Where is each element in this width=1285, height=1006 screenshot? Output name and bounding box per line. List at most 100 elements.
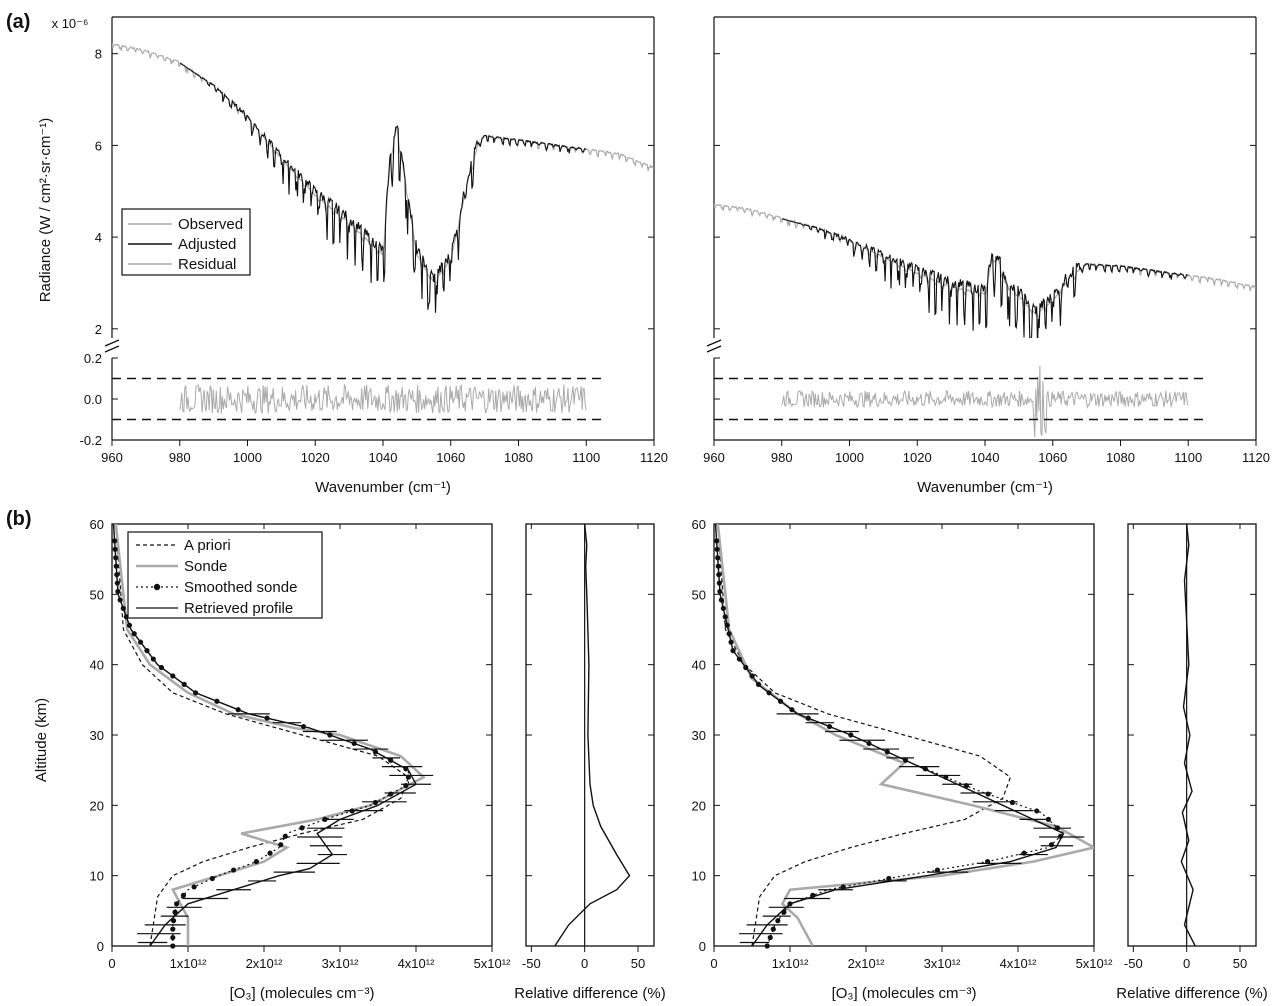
x-tick-label: 0 [1183, 956, 1190, 971]
y-tick-label: 30 [692, 728, 706, 743]
smoothed-sonde-marker [985, 791, 991, 797]
y-tick-label: 30 [90, 728, 104, 743]
series-smoothed-sonde [714, 524, 1065, 946]
x-tick-label: 960 [703, 450, 725, 465]
smoothed-sonde-marker [322, 816, 328, 823]
y-tick-label: 4 [95, 230, 102, 245]
series-residual [179, 383, 587, 415]
y-tick-label: 8 [95, 47, 102, 62]
chart-a-left: 960 980 1000 1020 1040 1060 1080 1100 1120 2 4 6 8 -0… [80, 16, 668, 496]
y-tick-label: 0 [97, 939, 104, 954]
smoothed-sonde-marker [1045, 816, 1051, 823]
axis-break-mark [104, 345, 120, 353]
y-tick-label: 0 [699, 939, 706, 954]
x-tick-label: 1100 [572, 450, 600, 465]
y-axis-label: Radiance (W / cm²·sr·cm⁻¹) [37, 118, 54, 303]
y-tick-label: 10 [692, 869, 706, 884]
smoothed-sonde-marker [209, 875, 215, 882]
y-tick-label: 40 [90, 658, 104, 673]
x-tick-label: 1100 [1174, 450, 1202, 465]
smoothed-sonde-marker [267, 850, 273, 856]
y-tick-label: 20 [90, 798, 104, 813]
smoothed-sonde-marker [191, 884, 197, 890]
series-a-priori [717, 524, 1012, 946]
smoothed-sonde-marker [299, 825, 305, 831]
x-tick-label: 1000 [835, 450, 864, 465]
x-tick-label: 1x10¹² [170, 956, 208, 971]
smoothed-sonde-marker [1034, 808, 1040, 814]
legend-a: Observed Adjusted Residual [121, 208, 251, 276]
x-tick-label: 1120 [1242, 450, 1270, 465]
chart-b-left-reldiff: -50 0 50 Relative difference (%) [514, 523, 666, 1002]
x-tick-label: 2x10¹² [848, 956, 886, 971]
y-tick-label: 50 [692, 587, 706, 602]
series-relative-difference [1180, 524, 1196, 946]
smoothed-sonde-marker [170, 926, 176, 932]
y-tick-label-lower: -0.2 [80, 433, 102, 448]
legend-label: Smoothed sonde [184, 579, 297, 596]
legend-box [127, 531, 323, 619]
y-tick-label-lower: 0.0 [84, 392, 102, 407]
series-relative-difference [554, 524, 631, 946]
y-tick-label: 40 [692, 658, 706, 673]
smoothed-sonde-marker [770, 926, 776, 932]
smoothed-sonde-marker [886, 875, 892, 882]
smoothed-sonde-marker [1048, 842, 1055, 848]
axis-break-mark [706, 339, 722, 347]
y-tick-label-lower: 0.2 [84, 351, 102, 366]
smoothed-sonde-marker [174, 901, 180, 907]
y-tick-label: 60 [692, 517, 706, 532]
y-tick-label: 10 [90, 869, 104, 884]
legend-b: A priori Sonde Smoothed sonde Retrieved pro… [127, 531, 323, 619]
chart-b-left-profile: 0 1x10¹² 2x10¹² 3x10¹² 4x10¹² 5x10¹² 0 10 20 30 40… [90, 517, 512, 1002]
y-axis-label-b: Altitude (km) [33, 698, 50, 782]
smoothed-sonde-marker [775, 918, 781, 924]
x-tick-label: 0 [710, 956, 717, 971]
smoothed-sonde-marker [172, 909, 178, 915]
smoothed-sonde-marker [764, 943, 770, 949]
x-tick-label: 1020 [301, 450, 330, 465]
x-tick-label: 3x10¹² [924, 956, 962, 971]
x-tick-label: 50 [1233, 956, 1247, 971]
smoothed-sonde-marker [372, 799, 379, 806]
smoothed-sonde-marker [767, 934, 773, 941]
chart-a-right: 960 980 1000 1020 1040 1060 1080 1100 1120 Wavenu… [703, 16, 1270, 496]
y-tick-label: 50 [90, 587, 104, 602]
legend-label: Residual [178, 256, 236, 273]
y-tick-label: 60 [90, 517, 104, 532]
x-axis-label: [O₃] (molecules cm⁻³) [832, 985, 977, 1002]
x-tick-label: 1080 [1106, 450, 1135, 465]
x-tick-label: 1120 [640, 450, 668, 465]
smoothed-sonde-marker [282, 833, 288, 839]
x-tick-label: 2x10¹² [246, 956, 284, 971]
smoothed-sonde-marker [170, 918, 177, 924]
legend-label: Observed [178, 216, 243, 233]
chart-b-right-profile: 0 1x10¹² 2x10¹² 3x10¹² 4x10¹² 5x10¹² 0 10 20 30 40… [692, 517, 1114, 1002]
legend-label: Retrieved profile [184, 600, 293, 617]
smoothed-sonde-marker [170, 943, 176, 949]
y-multiplier: x 10⁻⁶ [52, 16, 89, 31]
x-tick-label: -50 [1124, 956, 1143, 971]
y-tick-label: 6 [95, 138, 102, 153]
smoothed-sonde-marker [278, 842, 284, 848]
x-tick-label: 5x10¹² [474, 956, 512, 971]
x-axis-label: Relative difference (%) [1116, 985, 1267, 1002]
plot-frame [1127, 523, 1257, 947]
chart-b-right-reldiff: -50 0 50 Relative difference (%) [1116, 523, 1268, 1002]
legend-label: Adjusted [178, 236, 236, 253]
y-tick-label: 20 [692, 798, 706, 813]
x-tick-label: 1000 [233, 450, 262, 465]
smoothed-sonde-marker [231, 867, 237, 873]
x-tick-label: 980 [771, 450, 793, 465]
legend-label: A priori [184, 537, 231, 554]
series-residual [781, 365, 1189, 438]
x-tick-label: 1040 [971, 450, 1000, 465]
x-axis-label: Relative difference (%) [514, 985, 665, 1002]
series-retrieved-profile [714, 524, 1065, 946]
smoothed-sonde-marker [1009, 799, 1016, 806]
smoothed-sonde-marker [388, 791, 394, 797]
x-tick-label: 1080 [504, 450, 533, 465]
y-tick-label: 2 [95, 322, 102, 337]
smoothed-sonde-marker [180, 892, 187, 898]
x-tick-label: 960 [101, 450, 123, 465]
